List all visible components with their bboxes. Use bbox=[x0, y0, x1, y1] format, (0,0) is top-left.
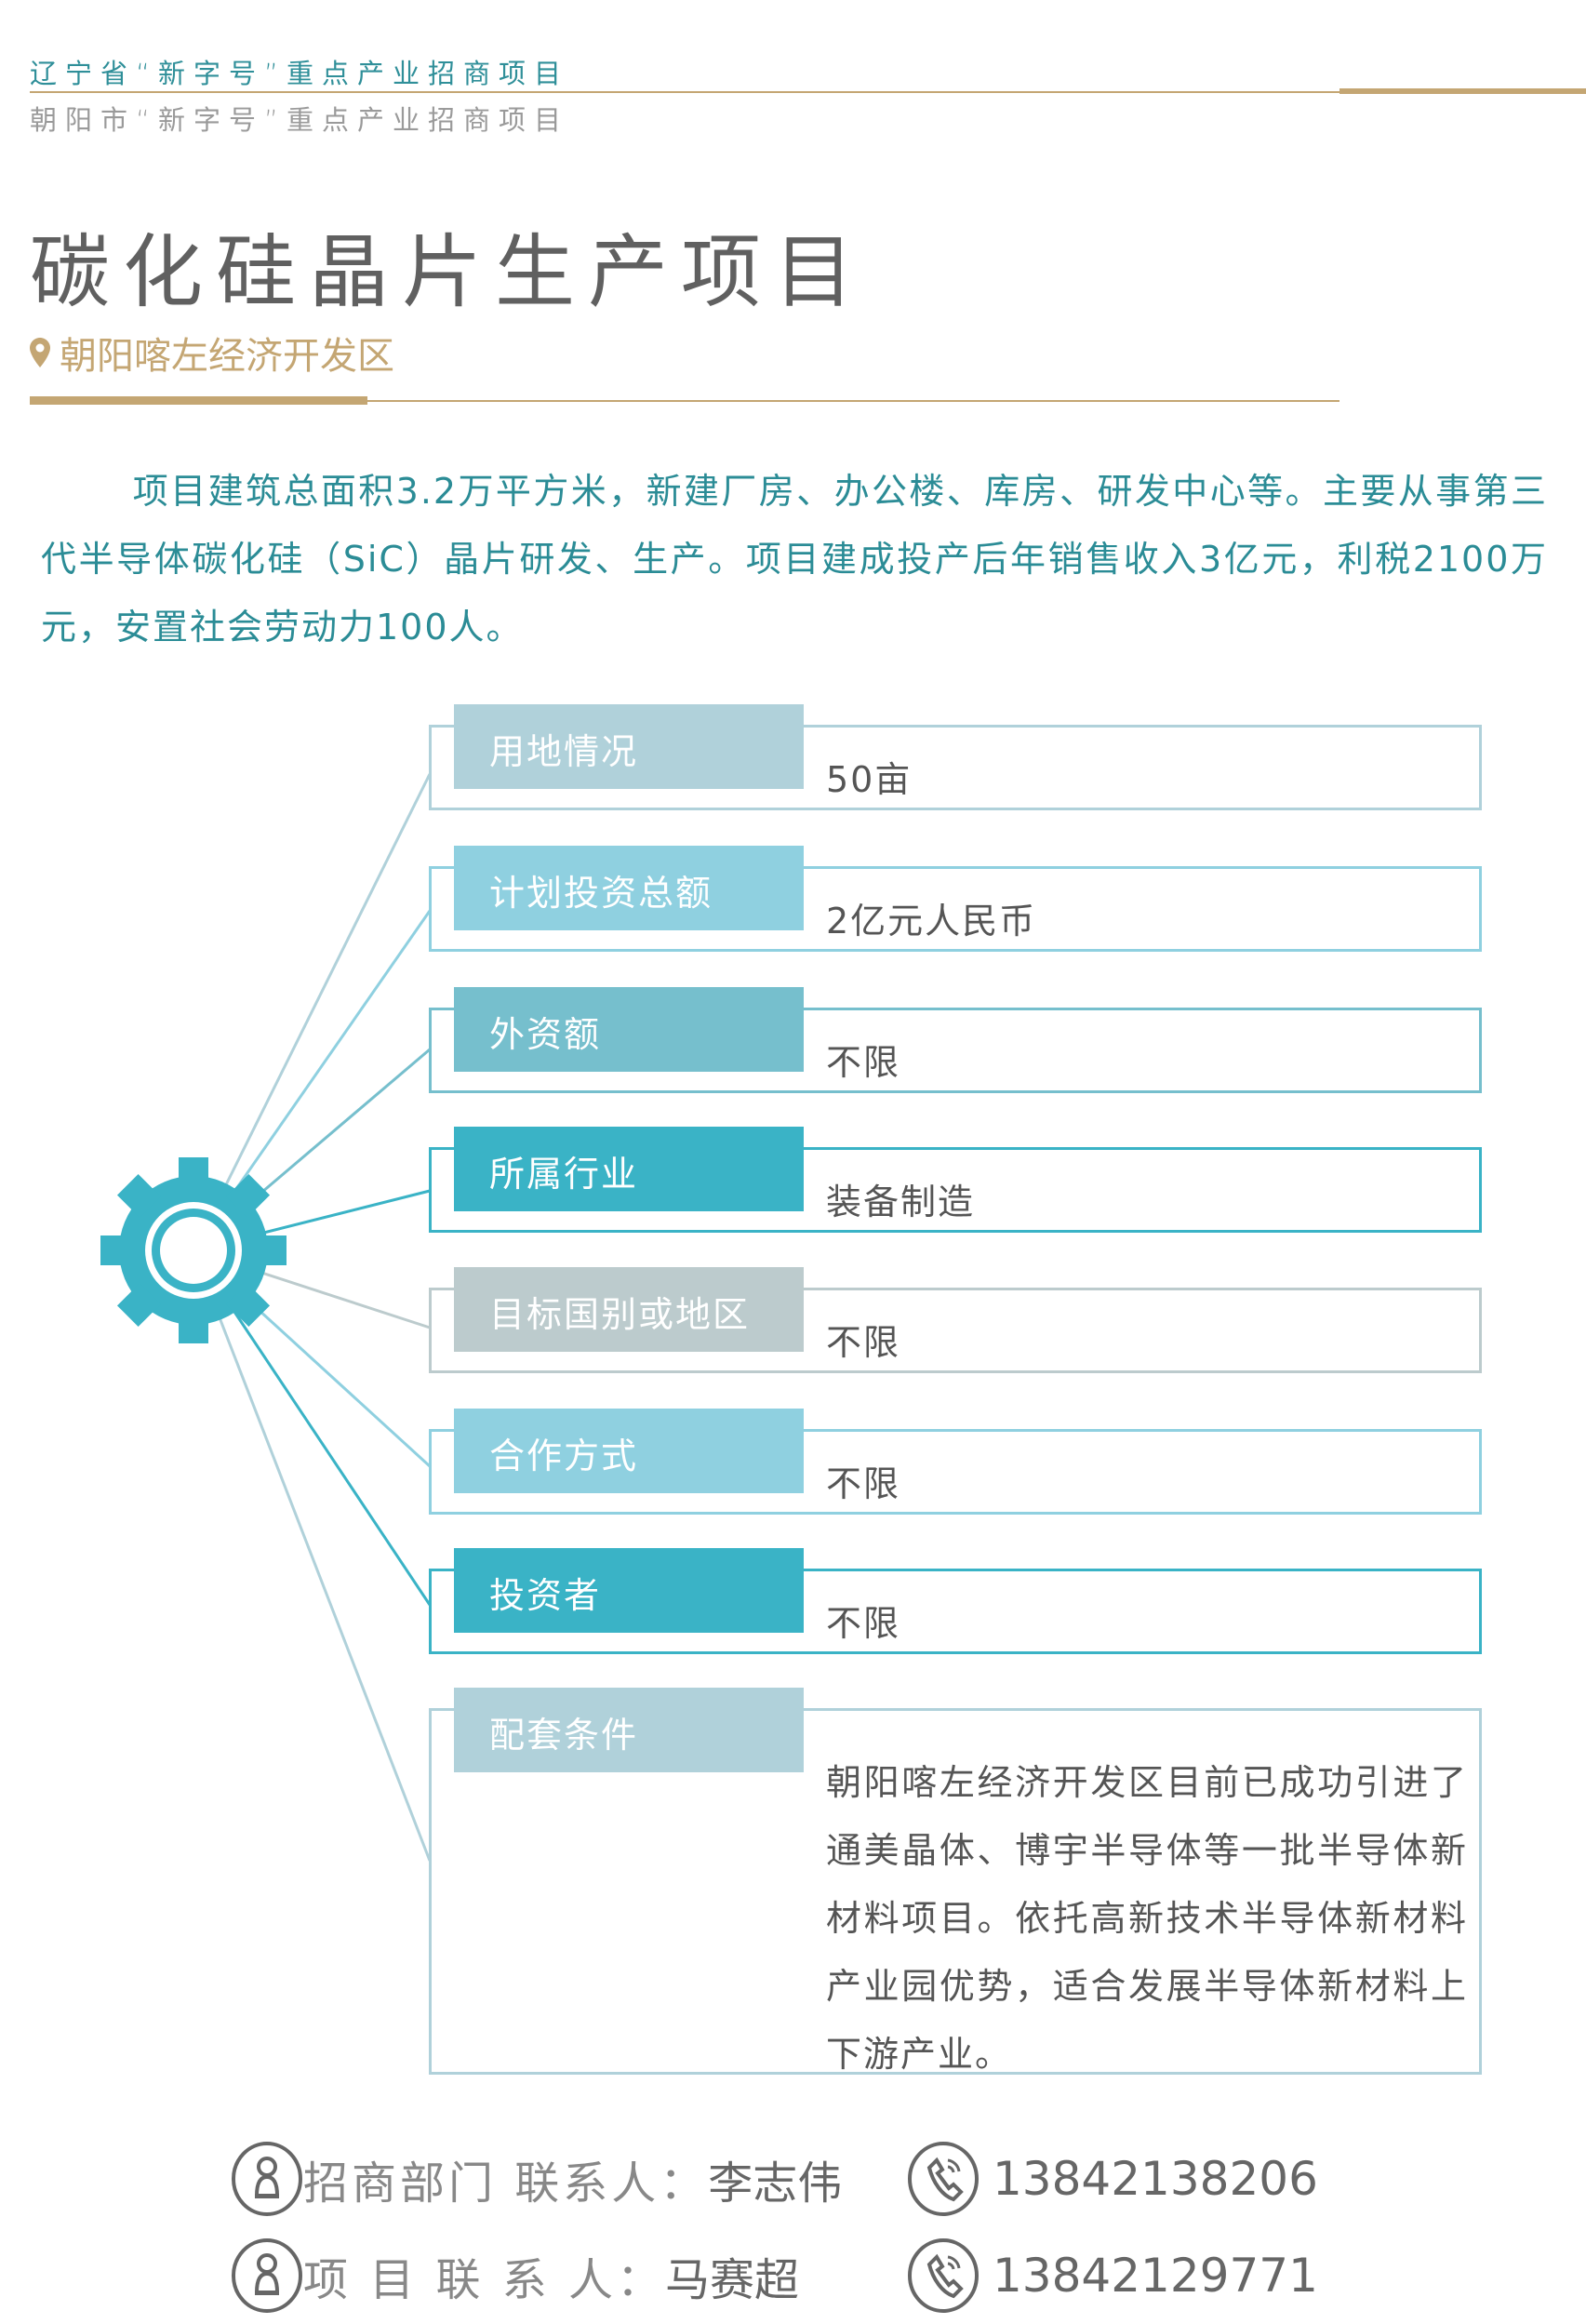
person-icon bbox=[232, 2142, 302, 2216]
header-accent-bar bbox=[1339, 88, 1586, 94]
contact-row-dept: 招商部门 联系人： 李志伟 bbox=[231, 2142, 842, 2216]
info-row-value: 不限 bbox=[826, 1603, 901, 1644]
location-divider bbox=[367, 400, 1339, 402]
phone-icon bbox=[908, 2142, 979, 2216]
info-row-label: 目标国别或地区 bbox=[454, 1267, 804, 1352]
info-row-value: 50亩 bbox=[826, 759, 913, 800]
contact-name: 李志伟 bbox=[708, 2157, 843, 2210]
person-icon bbox=[232, 2238, 302, 2313]
info-row-label: 所属行业 bbox=[454, 1127, 804, 1211]
contact-name: 马赛超 bbox=[665, 2254, 800, 2306]
header-divider bbox=[30, 91, 1339, 93]
contact-phone-dept: 13842138206 bbox=[907, 2142, 1318, 2216]
location: 朝阳喀左经济开发区 bbox=[30, 326, 394, 380]
contact-phone-project: 13842129771 bbox=[907, 2238, 1318, 2313]
gear-icon bbox=[100, 1157, 287, 1343]
header-city-line: 朝阳市“新字号”重点产业招商项目 bbox=[30, 104, 570, 136]
info-row-label: 用地情况 bbox=[454, 704, 804, 789]
info-row-label: 外资额 bbox=[454, 987, 804, 1072]
phone-number[interactable]: 13842129771 bbox=[993, 2249, 1318, 2303]
header-province-line: 辽宁省“新字号”重点产业招商项目 bbox=[30, 58, 570, 89]
map-pin-icon bbox=[30, 338, 50, 367]
contact-label: 项 目 联 系 人： bbox=[303, 2254, 666, 2306]
info-row-value: 装备制造 bbox=[826, 1182, 976, 1222]
connector-line bbox=[192, 773, 432, 1251]
info-row-label: 合作方式 bbox=[454, 1409, 804, 1493]
phone-icon bbox=[908, 2238, 979, 2313]
phone-number[interactable]: 13842138206 bbox=[993, 2152, 1318, 2206]
info-row-label: 投资者 bbox=[454, 1548, 804, 1633]
location-accent-bar bbox=[30, 396, 367, 405]
info-row-value: 不限 bbox=[826, 1463, 901, 1504]
info-row-value: 不限 bbox=[826, 1322, 901, 1363]
contact-label: 招商部门 联系人： bbox=[303, 2157, 709, 2210]
info-row-label: 计划投资总额 bbox=[454, 846, 804, 930]
info-row-label: 配套条件 bbox=[454, 1688, 804, 1772]
page-title: 碳化硅晶片生产项目 bbox=[30, 226, 867, 319]
connector-line bbox=[192, 1249, 432, 1862]
info-row-value: 不限 bbox=[826, 1042, 901, 1083]
info-row-value: 2亿元人民币 bbox=[826, 901, 1037, 942]
contact-row-project: 项 目 联 系 人： 马赛超 bbox=[231, 2238, 799, 2313]
location-text: 朝阳喀左经济开发区 bbox=[60, 335, 394, 378]
project-intro: 项目建筑总面积3.2万平方米，新建厂房、办公楼、库房、研发中心等。主要从事第三代… bbox=[41, 471, 1548, 648]
info-row-value: 朝阳喀左经济开发区目前已成功引进了通美晶体、博宇半导体等一批半导体新材料项目。依… bbox=[826, 1762, 1468, 2075]
